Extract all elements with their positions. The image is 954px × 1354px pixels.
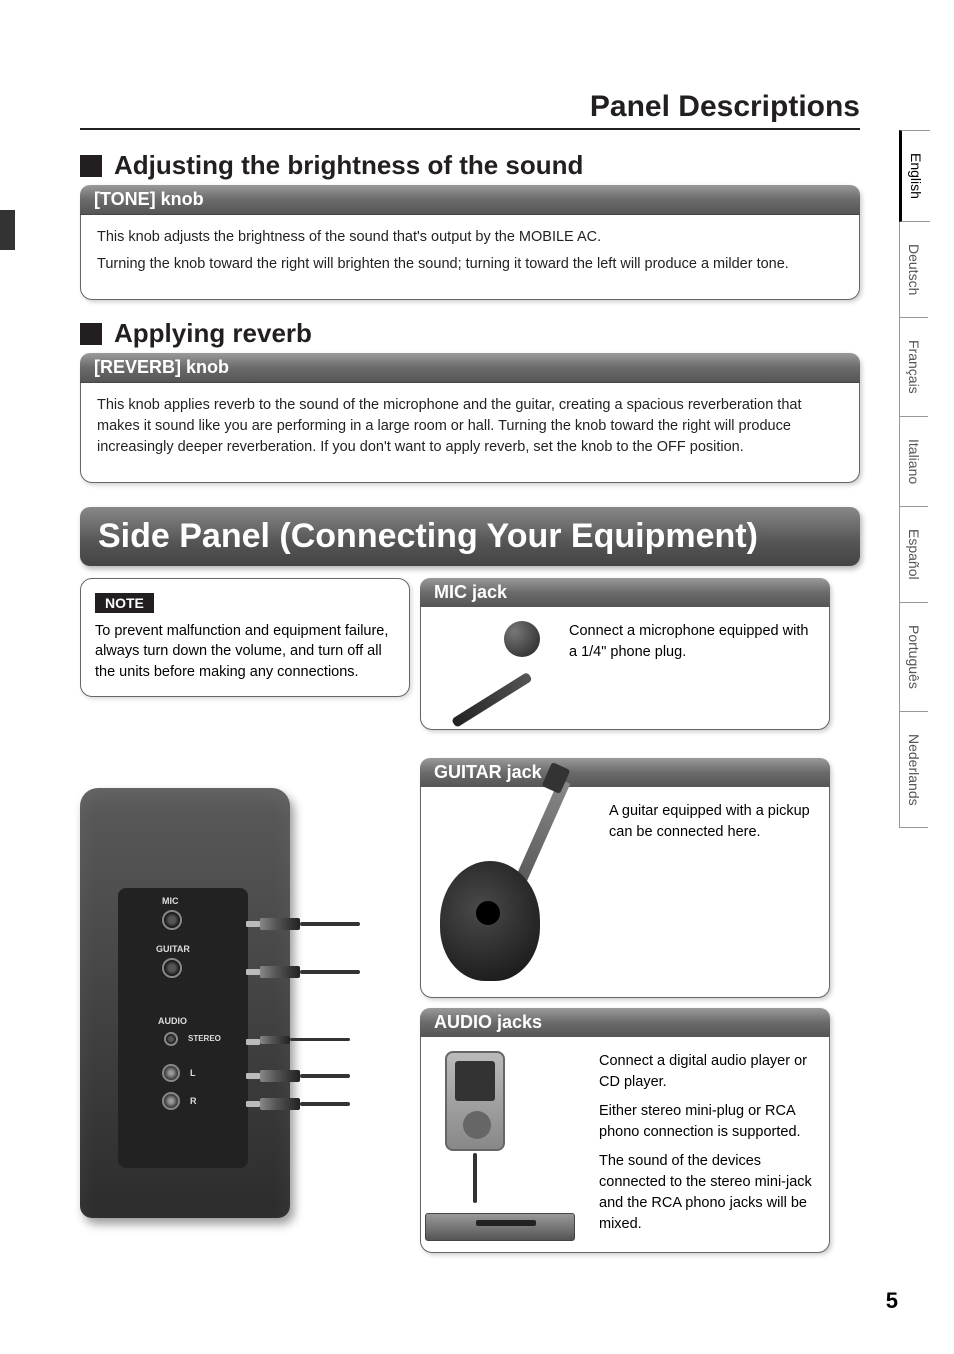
section-heading-reverb: Applying reverb: [80, 318, 860, 349]
tone-knob-header: [TONE] knob: [80, 185, 860, 215]
microphone-illustration: [435, 621, 555, 711]
audio-jack-box: AUDIO jacks Connect a digital audio play…: [420, 1008, 830, 1253]
device-side-panel: MIC GUITAR AUDIO STEREO L R: [118, 888, 248, 1168]
language-tabs: English Deutsch Français Italiano Españo…: [899, 130, 954, 828]
rca-l-icon: [162, 1064, 180, 1082]
section-title-brightness: Adjusting the brightness of the sound: [114, 150, 583, 181]
bullet-square-icon: [80, 323, 102, 345]
panel-label-guitar: GUITAR: [156, 944, 190, 954]
lang-tab-deutsch[interactable]: Deutsch: [899, 222, 928, 318]
guitar-jack-body: A guitar equipped with a pickup can be c…: [421, 787, 829, 985]
panel-label-stereo: STEREO: [188, 1034, 221, 1043]
page-edge-marker: [0, 210, 15, 250]
cd-player-icon: [425, 1213, 575, 1241]
guitar-plug-icon: [260, 966, 300, 978]
panel-label-audio: AUDIO: [158, 1016, 187, 1026]
section-title-reverb: Applying reverb: [114, 318, 312, 349]
rca-r-icon: [162, 1092, 180, 1110]
audio-illustration: [435, 1051, 585, 1243]
audio-jack-header: AUDIO jacks: [420, 1008, 830, 1037]
rca-r-cable-icon: [300, 1102, 350, 1106]
stereo-mini-jack-icon: [164, 1032, 178, 1046]
guitar-jack-header: GUITAR jack: [420, 758, 830, 787]
guitar-illustration: [435, 801, 595, 981]
side-panel-title-band: Side Panel (Connecting Your Equipment): [80, 507, 860, 566]
mic-jack-hole-icon: [162, 910, 182, 930]
note-text: To prevent malfunction and equipment fai…: [95, 621, 395, 682]
mic-body-icon: [451, 672, 533, 728]
tone-knob-body: This knob adjusts the brightness of the …: [81, 215, 859, 285]
lang-tab-espanol[interactable]: Español: [899, 507, 928, 603]
lang-tab-english[interactable]: English: [899, 130, 930, 222]
audio-jack-text-2: Either stereo mini-plug or RCA phono con…: [599, 1101, 815, 1143]
tone-knob-box: [TONE] knob This knob adjusts the bright…: [80, 185, 860, 300]
rca-jack-group: [162, 1064, 180, 1120]
mic-jack-header: MIC jack: [420, 578, 830, 607]
lang-tab-francais[interactable]: Français: [899, 318, 928, 417]
panel-label-mic: MIC: [162, 896, 179, 906]
guitar-jack-box: GUITAR jack A guitar equipped with a pic…: [420, 758, 830, 998]
stereo-plug-icon: [260, 1036, 290, 1044]
rca-r-plug-icon: [260, 1098, 300, 1110]
stereo-cable-icon: [290, 1038, 350, 1041]
bullet-square-icon: [80, 155, 102, 177]
section-heading-brightness: Adjusting the brightness of the sound: [80, 150, 860, 181]
guitar-jack-text: A guitar equipped with a pickup can be c…: [609, 801, 815, 843]
rca-l-plug-icon: [260, 1070, 300, 1082]
panel-label-r: R: [190, 1096, 197, 1106]
mic-cable-icon: [300, 922, 360, 926]
audio-jack-body: Connect a digital audio player or CD pla…: [421, 1037, 829, 1247]
reverb-knob-header: [REVERB] knob: [80, 353, 860, 383]
side-panel-area: NOTE To prevent malfunction and equipmen…: [80, 578, 860, 1278]
mic-head-icon: [504, 621, 540, 657]
guitar-cable-icon: [300, 970, 360, 974]
guitar-jack-hole-icon: [162, 958, 182, 978]
rca-l-cable-icon: [300, 1074, 350, 1078]
note-box: NOTE To prevent malfunction and equipmen…: [80, 578, 410, 697]
page-number: 5: [886, 1288, 898, 1314]
ipod-icon: [445, 1051, 505, 1151]
guitar-body-icon: [440, 861, 540, 981]
audio-jack-text-1: Connect a digital audio player or CD pla…: [599, 1051, 815, 1093]
mic-jack-box: MIC jack Connect a microphone equipped w…: [420, 578, 830, 730]
note-label: NOTE: [95, 593, 154, 613]
reverb-knob-box: [REVERB] knob This knob applies reverb t…: [80, 353, 860, 483]
audio-jack-text-3: The sound of the devices connected to th…: [599, 1151, 815, 1235]
page-content: Panel Descriptions Adjusting the brightn…: [80, 90, 860, 1278]
lang-tab-nederlands[interactable]: Nederlands: [899, 712, 928, 829]
reverb-knob-body: This knob applies reverb to the sound of…: [81, 383, 859, 468]
device-illustration: MIC GUITAR AUDIO STEREO L R: [70, 778, 400, 1238]
mic-jack-text: Connect a microphone equipped with a 1/4…: [569, 621, 815, 663]
ipod-cable-icon: [473, 1153, 477, 1203]
page-title: Panel Descriptions: [80, 90, 860, 130]
reverb-body: This knob applies reverb to the sound of…: [97, 395, 843, 458]
panel-label-l: L: [190, 1068, 196, 1078]
mic-plug-icon: [260, 918, 300, 930]
lang-tab-portugues[interactable]: Português: [899, 603, 928, 712]
tone-body-2: Turning the knob toward the right will b…: [97, 254, 843, 275]
lang-tab-italiano[interactable]: Italiano: [899, 417, 928, 507]
tone-body-1: This knob adjusts the brightness of the …: [97, 227, 843, 248]
mic-jack-body: Connect a microphone equipped with a 1/4…: [421, 607, 829, 715]
